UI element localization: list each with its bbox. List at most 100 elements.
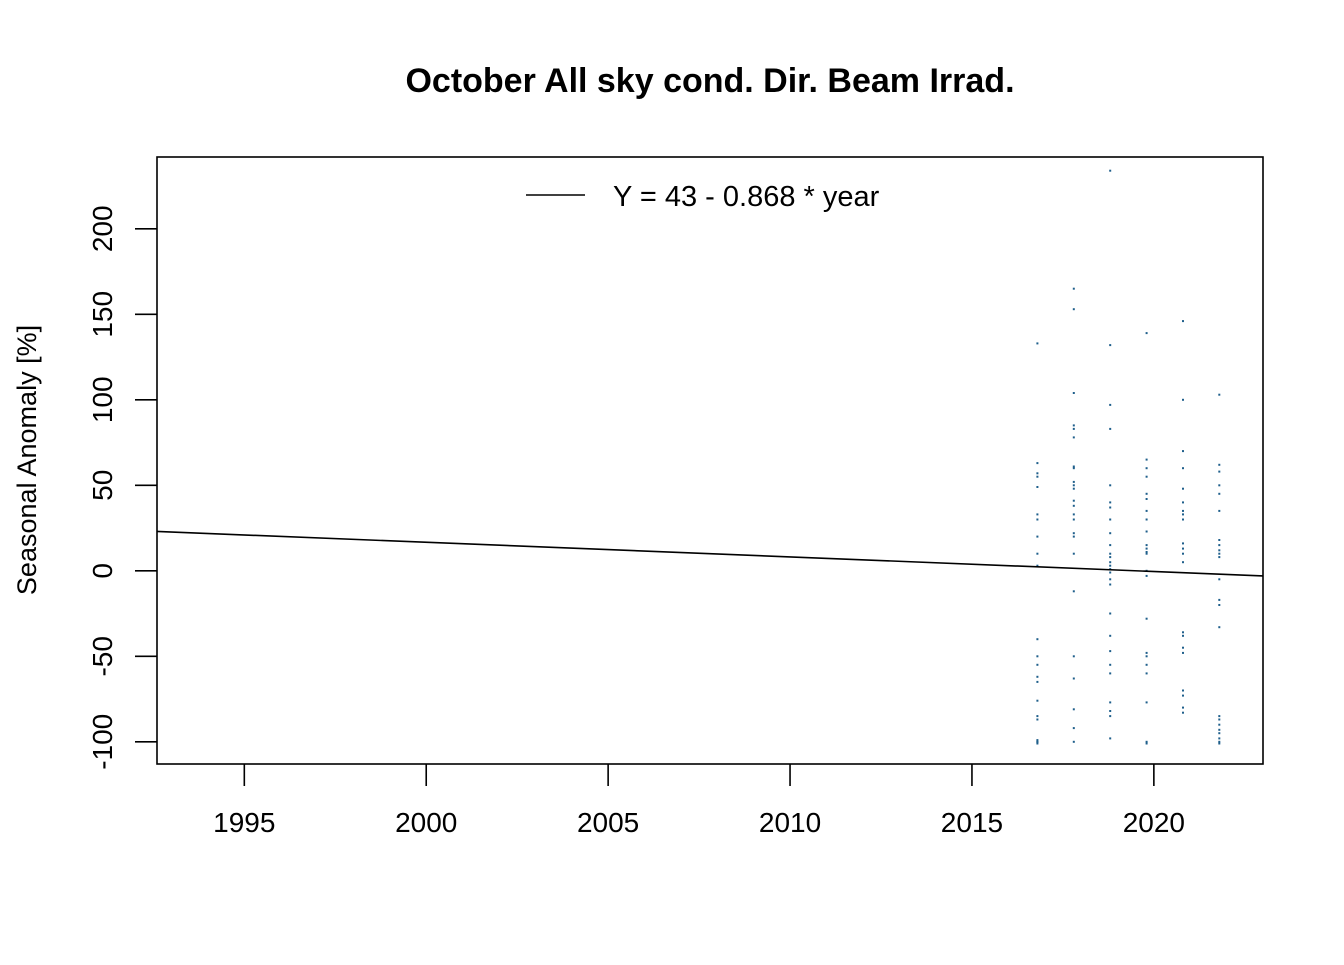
y-tick-label: 100 [87,376,118,423]
data-point [1072,392,1075,394]
data-point [1145,467,1148,470]
data-point [1218,544,1221,547]
data-point [1109,663,1112,666]
data-point [1072,532,1075,535]
data-point [1036,513,1039,516]
data-point [1182,450,1184,453]
data-point [1182,518,1184,521]
data-point [1182,711,1184,714]
y-axis: -100 -50 0 50 100 150 200 [87,205,157,770]
data-point [1182,509,1184,512]
data-point [1109,169,1112,172]
data-point [1036,475,1039,478]
data-point [1145,475,1148,478]
data-point [1109,672,1112,675]
data-point [1182,689,1184,692]
data-point [1218,539,1221,541]
data-point [1145,617,1148,620]
y-tick-label: 50 [87,470,118,501]
data-point [1145,701,1148,704]
data-point [1072,499,1075,502]
data-point [1218,549,1221,552]
data-point [1109,634,1112,637]
data-point [1218,470,1221,473]
data-point [1109,544,1112,547]
data-point [1145,547,1148,550]
data-point [1145,552,1148,555]
data-point [1145,492,1148,495]
y-tick-label: 150 [87,291,118,338]
data-point [1036,342,1039,345]
data-point [1145,551,1148,553]
data-point [1072,552,1075,555]
data-point [1072,708,1075,711]
data-point [1072,427,1075,430]
data-point [1182,547,1184,550]
data-point [1218,509,1221,512]
trend-line [156,530,1264,577]
plot-frame [156,156,1264,765]
data-point [1182,706,1184,709]
points-layer [1036,169,1221,745]
data-point [1036,699,1039,702]
data-point [1218,723,1221,726]
data-point [1109,564,1112,567]
data-point [1218,484,1221,487]
data-point [1218,492,1221,495]
data-point [1109,612,1112,615]
data-point [1072,308,1075,311]
data-point [1182,552,1184,555]
data-point [1218,463,1221,466]
data-point [1218,552,1221,555]
data-point [1036,740,1039,743]
y-tick-label: 0 [87,563,118,579]
data-point [1145,655,1148,658]
data-point [1182,320,1184,323]
data-point [1072,504,1075,507]
data-point [1218,578,1221,581]
data-point [1036,655,1039,658]
data-point [1109,344,1112,347]
data-point [1145,663,1148,666]
data-point [1218,626,1221,629]
data-point [1218,604,1221,606]
y-tick-label: -100 [87,714,118,770]
data-point [1218,393,1221,396]
data-point [1109,650,1112,653]
data-point [1182,487,1184,490]
data-point [1109,501,1112,504]
x-tick-label: 2000 [395,807,457,838]
data-point [1218,715,1221,718]
data-point [1182,694,1184,697]
x-tick-label: 2020 [1123,807,1185,838]
data-point [1036,638,1039,641]
data-point [1072,590,1075,593]
data-point [1145,518,1148,521]
data-point [1109,578,1112,581]
data-point [1182,634,1184,637]
data-point [1072,677,1075,680]
data-point [1036,535,1039,538]
data-point [1109,561,1112,564]
data-point [1182,398,1184,401]
data-point [1182,513,1184,516]
data-point [1218,556,1221,559]
y-tick-label: 200 [87,205,118,252]
data-point [1109,403,1112,406]
data-point [1182,631,1184,634]
data-point [1036,486,1039,488]
data-point [1036,462,1039,465]
data-point [1036,742,1039,745]
chart-title: October All sky cond. Dir. Beam Irrad. [405,62,1014,100]
data-point [1109,532,1112,535]
data-point [1182,501,1184,504]
data-point [1218,728,1221,731]
data-point [1036,675,1039,678]
data-point [1109,552,1112,555]
data-point [1182,561,1184,564]
data-point [1182,651,1184,654]
data-point [1072,480,1075,483]
data-point [1036,715,1039,718]
